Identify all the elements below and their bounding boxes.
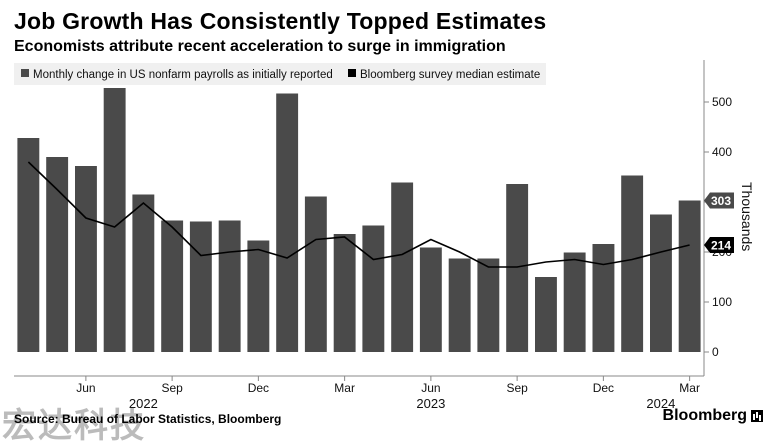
bar-2023-11 [563,252,586,352]
source-note: Source: Bureau of Labor Statistics, Bloo… [14,412,282,426]
bar-2022-11 [218,220,241,352]
bar-2023-08 [477,258,500,352]
bloomberg-chart-icon [751,410,763,422]
y-tick-label: 0 [712,345,719,359]
legend-swatch-bar [21,69,29,77]
bar-2022-09 [161,220,184,352]
bar-2022-12 [247,240,270,352]
brand-label: Bloomberg [662,407,747,424]
x-tick-label: Mar [679,381,700,395]
y-tick-label: 500 [712,95,732,109]
bloomberg-brand: Bloomberg [663,407,763,425]
x-tick-label: Sep [506,381,528,395]
bar-2023-09 [506,184,529,352]
watermark-text: 宏达科技 [2,406,146,446]
value-callout-label: 214 [711,239,731,253]
x-tick-label: Mar [334,381,355,395]
x-tick-label: Sep [161,381,183,395]
bar-2022-05 [46,157,69,352]
bar-2023-01 [276,93,299,352]
y-tick-label: 400 [712,145,732,159]
y-axis-title: Thousands [739,182,755,251]
chart-title: Job Growth Has Consistently Topped Estim… [14,8,547,34]
x-year-label: 2024 [646,396,675,411]
bar-2023-02 [304,196,327,352]
legend-background [14,63,546,85]
legend-swatch-line [348,69,356,77]
x-year-label: 2023 [416,396,445,411]
chart-subtitle: Economists attribute recent acceleration… [14,38,506,55]
bar-2023-07 [448,258,471,352]
bar-2024-02 [650,214,672,352]
value-callout-line [704,237,734,253]
x-tick-label: Dec [248,381,269,395]
x-tick-label: Dec [593,381,614,395]
estimate-line [27,161,690,268]
x-year-label: 2022 [129,396,158,411]
bar-2023-06 [419,247,442,352]
bar-2023-12 [592,244,615,352]
bar-2023-10 [535,277,557,352]
bar-2022-08 [132,194,155,352]
legend-label-payrolls: Monthly change in US nonfarm payrolls as… [33,69,333,81]
bar-2023-03 [333,234,356,352]
x-tick-label: Jun [76,381,95,395]
value-callout-label: 303 [711,194,731,208]
bar-2022-06 [75,166,97,352]
bar-2023-05 [391,182,414,352]
bar-2022-10 [189,221,212,352]
x-tick-label: Jun [421,381,440,395]
legend-label-estimate: Bloomberg survey median estimate [360,69,540,81]
bar-2022-04 [17,138,40,352]
bar-2024-03 [678,200,701,352]
bar-2023-04 [362,225,385,352]
bar-2024-01 [621,175,644,352]
y-tick-label: 100 [712,295,732,309]
bar-2022-07 [103,88,126,352]
value-callout-bar [704,192,734,209]
